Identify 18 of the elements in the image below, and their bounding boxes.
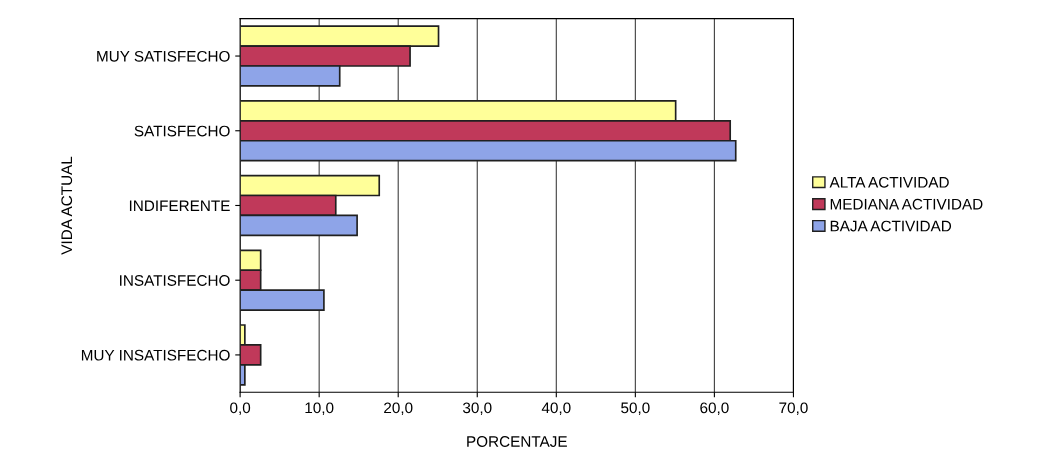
- y-tick-label: INSATISFECHO: [120, 275, 230, 286]
- x-tick-label: 70,0: [779, 402, 808, 416]
- y-axis-title: VIDA ACTUAL: [61, 156, 73, 255]
- legend-label: MEDIANA ACTIVIDAD: [830, 198, 983, 210]
- y-tick-label: SATISFECHO: [134, 125, 230, 137]
- x-tick-label: 10,0: [305, 402, 334, 416]
- y-tick-label: MUY INSATISFECHO: [81, 349, 230, 361]
- legend-label: ALTA ACTIVIDAD: [829, 176, 949, 188]
- x-axis-title: PORCENTAJE: [467, 436, 567, 447]
- x-tick-label: 50,0: [621, 402, 650, 416]
- x-tick-label: 20,0: [384, 402, 413, 416]
- legend-label: BAJA ACTIVIDAD: [830, 220, 952, 232]
- y-tick-label: INDIFERENTE: [129, 200, 230, 212]
- x-tick-label: 40,0: [541, 402, 571, 416]
- x-tick-label: 30,0: [462, 402, 492, 416]
- x-tick-label: 60,0: [700, 402, 729, 416]
- y-tick-label: MUY SATISFECHO: [97, 50, 230, 62]
- x-tick-label: 0,0: [230, 402, 251, 416]
